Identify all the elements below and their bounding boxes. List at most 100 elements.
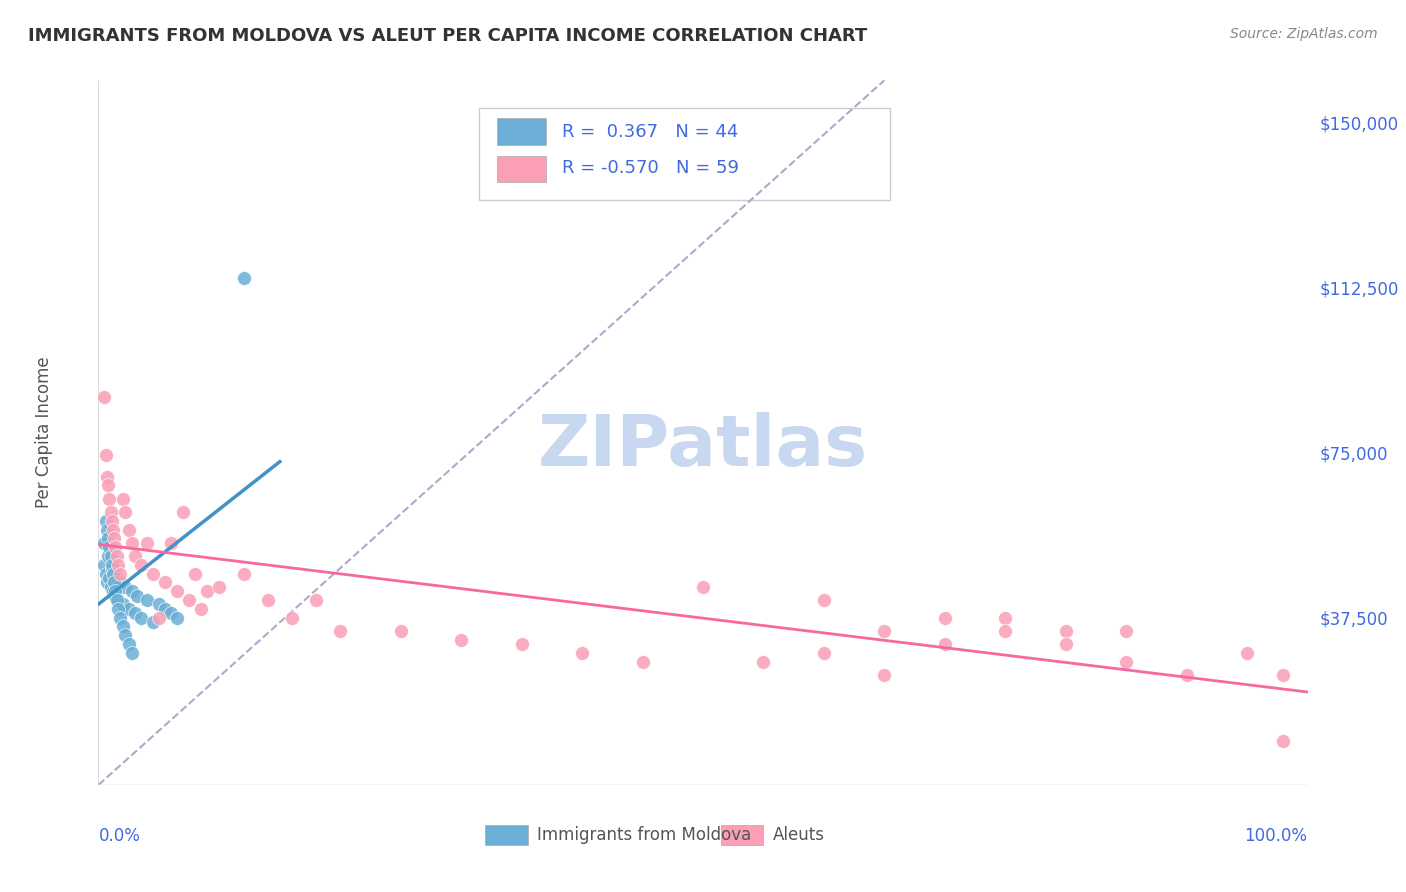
Point bbox=[994, 624, 1017, 638]
Point bbox=[108, 566, 131, 581]
Point bbox=[135, 593, 157, 607]
Text: $112,500: $112,500 bbox=[1320, 280, 1399, 299]
Point bbox=[631, 655, 654, 669]
Point bbox=[142, 566, 165, 581]
Point bbox=[100, 558, 122, 572]
Point bbox=[160, 606, 183, 620]
Point bbox=[98, 491, 121, 506]
Point bbox=[934, 610, 956, 624]
Point bbox=[96, 523, 118, 537]
Point bbox=[103, 575, 125, 590]
Point bbox=[103, 566, 125, 581]
Point bbox=[1054, 637, 1077, 651]
FancyBboxPatch shape bbox=[485, 825, 527, 845]
Point bbox=[98, 540, 121, 554]
Point bbox=[153, 575, 176, 590]
Text: 0.0%: 0.0% bbox=[98, 827, 141, 846]
Point bbox=[121, 646, 143, 660]
Point bbox=[172, 505, 194, 519]
Point bbox=[114, 580, 136, 594]
Point bbox=[934, 637, 956, 651]
Point bbox=[105, 571, 128, 585]
Point bbox=[195, 584, 218, 599]
Point bbox=[305, 593, 328, 607]
Point bbox=[111, 598, 134, 612]
Point bbox=[93, 535, 115, 549]
Point bbox=[153, 601, 176, 615]
Point bbox=[1272, 668, 1295, 682]
Text: Immigrants from Moldova: Immigrants from Moldova bbox=[537, 826, 752, 844]
Point bbox=[105, 593, 128, 607]
Point bbox=[873, 624, 896, 638]
Point bbox=[1054, 624, 1077, 638]
Point bbox=[103, 532, 125, 546]
Point bbox=[111, 619, 134, 633]
Text: R =  0.367   N = 44: R = 0.367 N = 44 bbox=[561, 123, 738, 141]
Point bbox=[107, 593, 129, 607]
Point bbox=[114, 505, 136, 519]
Point bbox=[389, 624, 412, 638]
Point bbox=[104, 589, 127, 603]
Point bbox=[127, 589, 149, 603]
Point bbox=[118, 637, 141, 651]
Text: Aleuts: Aleuts bbox=[773, 826, 825, 844]
Point bbox=[873, 668, 896, 682]
Point bbox=[114, 628, 136, 642]
Point bbox=[94, 566, 117, 581]
Point bbox=[101, 566, 124, 581]
Point bbox=[148, 610, 170, 624]
Point bbox=[813, 646, 835, 660]
Point bbox=[510, 637, 533, 651]
Point bbox=[752, 655, 775, 669]
Point bbox=[571, 646, 593, 660]
Point bbox=[100, 562, 122, 576]
Point bbox=[97, 549, 120, 563]
FancyBboxPatch shape bbox=[721, 825, 763, 845]
Point bbox=[142, 615, 165, 629]
Point bbox=[129, 558, 152, 572]
FancyBboxPatch shape bbox=[498, 119, 546, 145]
Point bbox=[97, 478, 120, 492]
Point bbox=[100, 580, 122, 594]
Point bbox=[108, 610, 131, 624]
Text: IMMIGRANTS FROM MOLDOVA VS ALEUT PER CAPITA INCOME CORRELATION CHART: IMMIGRANTS FROM MOLDOVA VS ALEUT PER CAP… bbox=[28, 27, 868, 45]
Point bbox=[97, 532, 120, 546]
Point bbox=[107, 601, 129, 615]
Text: Per Capita Income: Per Capita Income bbox=[35, 357, 53, 508]
Point bbox=[166, 610, 188, 624]
Point bbox=[184, 566, 207, 581]
Point bbox=[1115, 624, 1137, 638]
Point bbox=[94, 514, 117, 528]
Point bbox=[118, 601, 141, 615]
Point bbox=[100, 549, 122, 563]
Point bbox=[813, 593, 835, 607]
FancyBboxPatch shape bbox=[479, 109, 890, 200]
Point bbox=[100, 514, 122, 528]
Text: R = -0.570   N = 59: R = -0.570 N = 59 bbox=[561, 160, 738, 178]
Point bbox=[105, 549, 128, 563]
Point bbox=[96, 575, 118, 590]
Point bbox=[1236, 646, 1258, 660]
Point bbox=[104, 584, 127, 599]
Point bbox=[135, 535, 157, 549]
Point bbox=[96, 469, 118, 483]
Point bbox=[450, 632, 472, 647]
Point bbox=[101, 523, 124, 537]
Point bbox=[93, 558, 115, 572]
Point bbox=[93, 391, 115, 405]
Point bbox=[160, 535, 183, 549]
Point bbox=[94, 448, 117, 462]
Point bbox=[329, 624, 352, 638]
Point bbox=[190, 601, 212, 615]
Point bbox=[108, 575, 131, 590]
Text: 100.0%: 100.0% bbox=[1244, 827, 1308, 846]
Text: $150,000: $150,000 bbox=[1320, 115, 1399, 133]
Point bbox=[124, 606, 146, 620]
Point bbox=[107, 558, 129, 572]
Point bbox=[98, 571, 121, 585]
Point bbox=[256, 593, 278, 607]
Point bbox=[124, 549, 146, 563]
Point bbox=[208, 580, 231, 594]
Point bbox=[281, 610, 304, 624]
Point bbox=[232, 271, 254, 285]
